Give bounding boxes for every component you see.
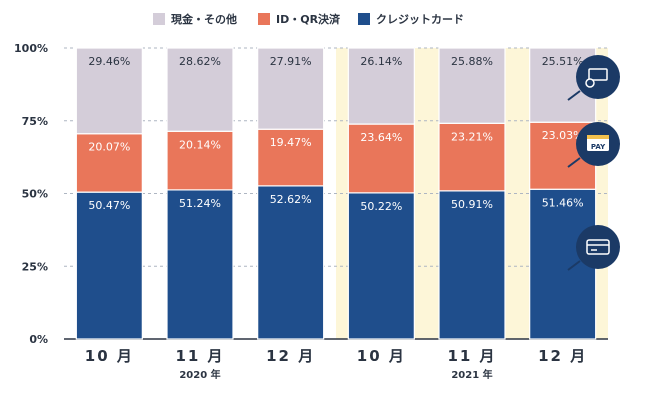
bar-segment [75,191,143,340]
bar-segment [166,47,234,132]
data-label: 25.51% [542,55,584,68]
data-label: 50.91% [451,198,493,211]
data-label: 20.14% [179,138,221,151]
y-tick-label: 75% [22,115,48,128]
bar-segment [257,185,325,340]
x-tick-label: 11 月 [447,347,496,365]
data-label: 50.22% [360,200,402,213]
pay-icon: PAY [567,122,620,168]
bar-segment [438,47,506,124]
bar-segment [166,189,234,340]
data-label: 25.88% [451,55,493,68]
credit-card-icon [567,225,620,271]
data-label: 51.24% [179,197,221,210]
legend-swatch [358,13,370,25]
pay-icon-text: PAY [591,143,606,151]
data-label: 23.21% [451,130,493,143]
legend-label: クレジットカード [376,13,464,26]
legend-label: ID・QR決済 [276,12,341,26]
bar-segment [75,47,143,135]
data-label: 51.46% [542,196,584,209]
cash-card-icon [567,55,620,101]
legend-swatch [258,13,270,25]
x-tick-label: 10 月 [357,347,406,365]
legend-label: 現金・その他 [171,12,237,26]
data-label: 27.91% [270,55,312,68]
x-tick-label: 11 月 [175,347,224,365]
data-label: 29.46% [88,55,130,68]
x-tick-label: 12 月 [538,347,587,365]
data-label: 52.62% [270,193,312,206]
bar-segment [347,192,415,340]
data-label: 20.07% [88,141,130,154]
y-tick-label: 25% [22,260,48,273]
bar-segment [257,128,325,187]
x-tick-label: 12 月 [266,347,315,365]
year-label: 2021 年 [451,368,492,381]
year-label: 2020 年 [179,368,220,381]
bar-segment [438,190,506,340]
bar-segment [75,133,143,193]
data-label: 50.47% [88,199,130,212]
data-label: 23.03% [542,129,584,142]
bar-segment [347,47,415,125]
data-label: 28.62% [179,55,221,68]
y-tick-label: 50% [22,188,48,201]
data-label: 26.14% [360,55,402,68]
legend-swatch [153,13,165,25]
data-label: 23.64% [360,131,402,144]
bar-segment [257,47,325,130]
y-tick-label: 0% [29,333,48,346]
data-label: 19.47% [270,136,312,149]
bar-segment [166,130,234,191]
x-tick-label: 10 月 [85,347,134,365]
y-tick-label: 100% [14,42,48,55]
